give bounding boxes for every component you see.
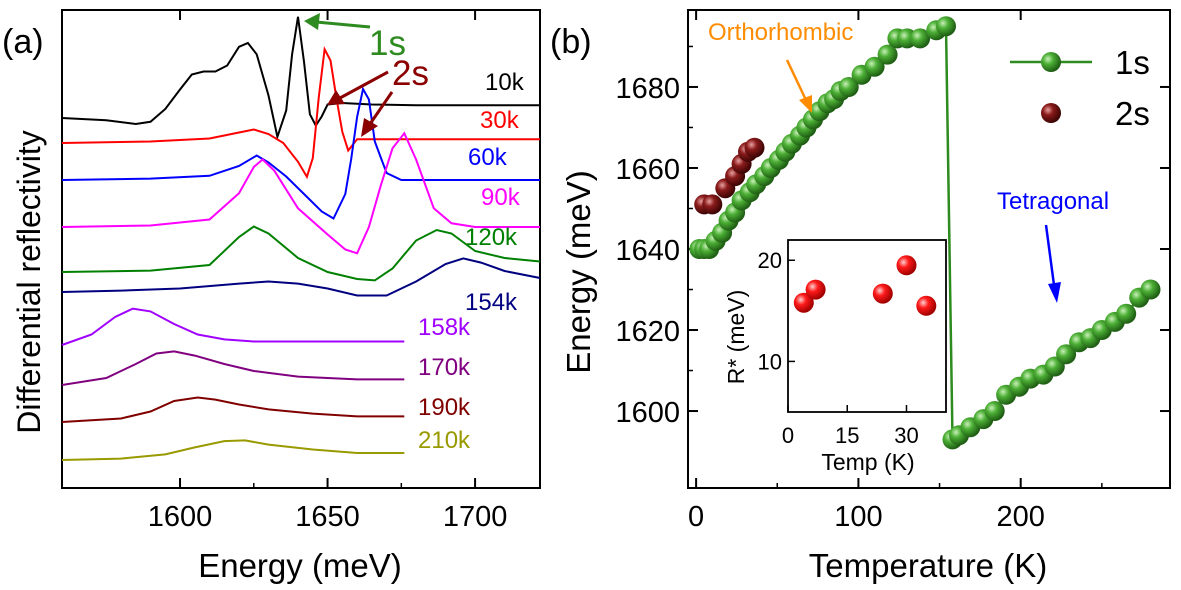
curve-label-158k: 158k (418, 314, 471, 341)
tetragonal-arrow-line (1044, 224, 1056, 286)
curve-90k (61, 131, 540, 255)
inset-point (896, 255, 917, 276)
inset-y-tick-label-20: 20 (758, 248, 782, 273)
b-y-tick-label-1600: 1600 (615, 397, 680, 429)
inset-point (793, 292, 814, 313)
inset-point (805, 279, 826, 300)
curve-label-10k: 10k (485, 69, 525, 96)
panel-a-frame (61, 9, 541, 489)
point-1s (838, 77, 859, 97)
panel-b-label: (b) (550, 23, 592, 61)
annotation-1s-arrow-line (315, 20, 371, 29)
curve-170k (61, 350, 405, 386)
curve-10k (61, 16, 540, 141)
panel-a-label: (a) (2, 23, 44, 61)
b-y-tick-label-1620: 1620 (615, 316, 680, 348)
curve-30k (61, 46, 540, 180)
orthorhombic-arrowhead (799, 95, 812, 113)
point-1s (1056, 344, 1077, 365)
legend-1s-label: 1s (1115, 44, 1150, 81)
curve-210k (61, 439, 405, 461)
curve-120k (61, 225, 541, 282)
b-y-tick-label-1680: 1680 (615, 73, 680, 105)
inset-frame (787, 239, 947, 413)
curve-154k (61, 257, 541, 297)
point-1s (1140, 279, 1161, 300)
b-x-tick-label-200: 200 (996, 501, 1044, 533)
curve-label-154k: 154k (465, 289, 518, 316)
annotation-2s-label: 2s (392, 54, 429, 93)
annotation-1s-label: 1s (369, 24, 406, 63)
inset-x-tick-label-30: 30 (894, 423, 918, 448)
curve-label-90k: 90k (481, 184, 521, 211)
legend-2s-marker (1041, 103, 1061, 123)
legend: 1s 2s (1010, 44, 1150, 132)
x-tick-label-1650: 1650 (295, 501, 360, 533)
x-tick-label-1600: 1600 (148, 501, 213, 533)
tetragonal-arrowhead (1048, 282, 1061, 303)
inset-ticks: 0 15 30 10 20 (758, 248, 919, 448)
legend-1s-marker (1041, 52, 1061, 72)
legend-2s-label: 2s (1115, 95, 1150, 132)
b-x-tick-label-100: 100 (834, 501, 882, 533)
point-2s (744, 137, 765, 158)
curve-label-210k: 210k (418, 427, 471, 454)
curve-label-170k: 170k (418, 354, 471, 381)
b-x-tick-label-0: 0 (688, 501, 704, 533)
curve-label-30k: 30k (480, 107, 520, 134)
panel-b-x-axis-label: Temperature (K) (809, 547, 1047, 584)
panel-a-x-ticks: 1600 1650 1700 (148, 10, 508, 533)
panel-a-x-axis-label: Energy (meV) (198, 547, 402, 584)
panel-b: (b) Temperature (K) Energy (meV) 0 100 200… (550, 9, 1171, 584)
inset-chart: 0 15 30 10 20 Temp (K) R* (meV) (723, 239, 947, 475)
panel-a-y-axis-label: Differential reflectivity (11, 130, 47, 434)
point-1s (877, 44, 898, 65)
curve-190k (61, 396, 405, 423)
b-y-tick-label-1660: 1660 (615, 154, 680, 186)
annotation-2s-arrow-line-1 (339, 70, 389, 100)
annotation-2s-arrowhead-1 (327, 90, 345, 105)
inset-y-axis-label: R* (meV) (723, 290, 749, 385)
inset-x-axis-label: Temp (K) (821, 449, 914, 475)
orthorhombic-label: Orthorhombic (708, 19, 853, 46)
curve-60k (61, 86, 540, 220)
point-1s (984, 401, 1005, 421)
b-y-tick-label-1640: 1640 (615, 235, 680, 267)
point-1s (936, 16, 956, 37)
inset-point (872, 283, 893, 304)
inset-x-tick-label-15: 15 (835, 423, 859, 448)
point-1s (1116, 303, 1137, 324)
annotation-2s-arrowhead-2 (361, 118, 378, 137)
tetragonal-label: Tetragonal (997, 188, 1109, 215)
annotation-1s-arrowhead (304, 13, 320, 30)
x-tick-label-1700: 1700 (443, 501, 508, 533)
annotation-2s-arrow-line-2 (368, 91, 394, 125)
panel-b-points (689, 16, 1161, 450)
inset-y-tick-label-10: 10 (758, 349, 782, 374)
curve-label-60k: 60k (468, 144, 508, 171)
point-1s (910, 28, 931, 49)
inset-point (916, 295, 937, 316)
orthorhombic-arrow-line (785, 59, 807, 99)
panel-b-y-axis-label: Energy (meV) (560, 170, 597, 374)
inset-points (793, 255, 937, 316)
curve-label-190k: 190k (418, 394, 471, 421)
inset-x-tick-label-0: 0 (782, 423, 794, 448)
curve-label-120k: 120k (465, 224, 518, 251)
point-2s (702, 194, 723, 215)
point-1s (864, 56, 885, 77)
curve-158k (61, 307, 405, 346)
